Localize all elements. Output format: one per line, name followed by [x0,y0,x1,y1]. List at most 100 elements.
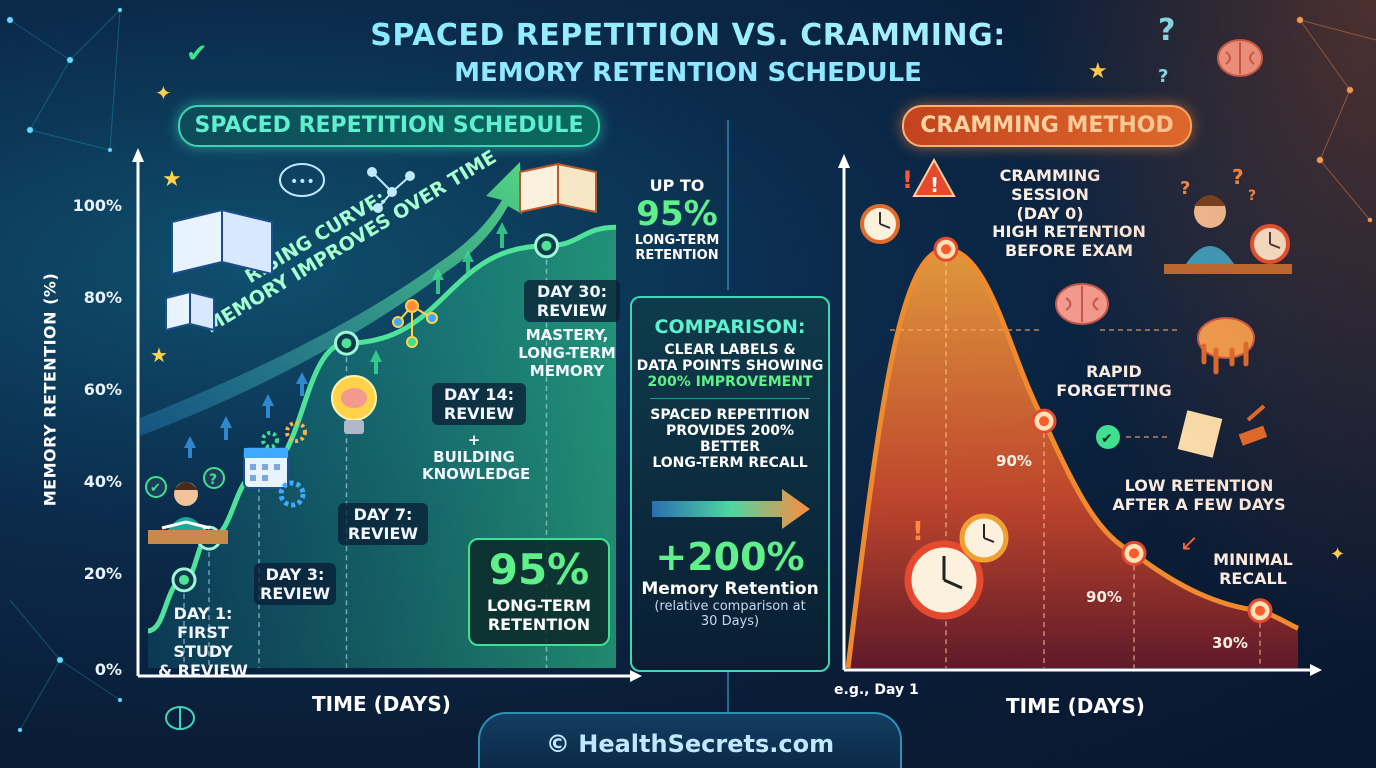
copyright-text: © HealthSecrets.com [545,730,835,758]
day7-label: DAY 7: REVIEW [338,503,428,545]
y-tick-label: 40% [83,472,122,491]
svg-text:!: ! [930,173,939,197]
speech-bubble-icon: ••• [279,163,325,197]
cram-data-point-core [1255,605,1265,616]
question-bubble-icon: ? [203,467,225,489]
low-retention-label: LOW RETENTION AFTER A FEW DAYS [1112,476,1286,514]
comparison-body: BETTER [700,439,760,455]
comparison-line: 200% IMPROVEMENT [647,374,813,390]
paper-pencil-icon [1177,404,1268,458]
warning-icon: ! ! [902,157,956,197]
day1-label: DAY 1: FIRST STUDY & REVIEW [158,604,248,680]
rising-curve-arrow [140,162,522,436]
comparison-arrow [652,489,810,529]
value-label: 90% [996,452,1032,470]
rapid-forgetting-label: RAPID FORGETTING [1056,362,1172,400]
comparison-note: (relative comparison at [654,599,806,614]
up-arrows-decoration [184,372,308,458]
gear-icon [261,421,307,508]
data-point-core [179,574,189,585]
high-retention-label: HIGH RETENTION BEFORE EXAM [992,222,1146,260]
question-icon: ? [1158,13,1175,48]
cramming-session-label: CRAMMING SESSION (DAY 0) [999,166,1101,223]
svg-text:!: ! [902,166,913,194]
svg-text:?: ? [1180,178,1190,199]
question-icon: ? [1158,66,1168,87]
y-tick-label: 20% [83,564,122,583]
spaced-repetition-badge: SPACED REPETITION SCHEDULE [178,105,600,147]
cram-data-point-core [1039,416,1049,427]
svg-text:?: ? [209,472,217,488]
retention-stat-box: 95% LONG-TERM RETENTION [468,538,610,646]
star-icon: ★ [162,167,182,192]
day30-label: DAY 30: REVIEW [524,280,620,322]
day14-label: DAY 14: REVIEW [432,383,526,425]
x-start-label: e.g., Day 1 [834,682,919,698]
svg-text:•••: ••• [290,174,315,190]
cramming-method-badge: CRAMMING METHOD [902,105,1192,147]
star-icon: ★ [150,343,168,367]
comparison-body: SPACED REPETITION [650,407,810,423]
value-label: 30% [1212,634,1248,652]
comparison-body: LONG-TERM RECALL [652,455,808,471]
y-tick-label: 100% [72,196,122,215]
calendar-icon [243,447,289,489]
up-to-95-annotation: UP TO 95% LONG-TERM RETENTION [634,176,720,263]
checkmark-icon: ✔ [186,39,208,69]
building-knowledge-label: + BUILDING KNOWLEDGE [422,431,531,483]
brain-icon [165,706,195,730]
brain-icon [1055,283,1109,325]
open-book-icon [519,162,597,214]
comparison-line: CLEAR LABELS & [664,342,796,358]
network-icon [367,167,415,213]
y-tick-label: 0% [94,660,122,679]
mastery-label: MASTERY, LONG-TERM MEMORY [518,326,616,380]
arrow-icon: ↙ [1180,531,1198,556]
checkmark-icon: ✔ [1096,425,1120,449]
lightbulb-icon [331,375,377,434]
improvement-label: Memory Retention [641,579,819,599]
svg-text:?: ? [1232,165,1244,189]
value-label: 90% [1086,588,1122,606]
cram-data-point-core [941,244,951,255]
open-book-icon [171,208,273,276]
right-x-axis-label: TIME (DAYS) [1006,694,1145,718]
svg-text:?: ? [1248,188,1256,204]
y-tick-label: 60% [83,380,122,399]
brain-icon [1217,39,1263,77]
star-icon: ✦ [155,81,172,105]
checkmark-bubble-icon: ✔ [145,476,167,498]
svg-text:✔: ✔ [150,481,161,496]
minimal-recall-label: MINIMAL RECALL [1213,550,1293,588]
x-axis-label: TIME (DAYS) [312,692,451,716]
clock-icon [860,204,900,244]
comparison-panel: COMPARISON: CLEAR LABELS & DATA POINTS S… [630,296,830,672]
footer-badge: © HealthSecrets.com [478,712,902,768]
alarm-clock-icon: ! [904,513,1009,620]
star-icon: ★ [1088,59,1108,84]
alarm-clock-icon [1250,224,1290,264]
star-icon: ✦ [1330,544,1345,565]
stressed-student-icon: ? ? ? [1164,165,1292,274]
svg-text:✔: ✔ [1101,431,1113,447]
student-studying-icon [148,482,228,544]
svg-text:!: ! [912,517,924,547]
small-book-icon [165,290,215,332]
molecule-icon [392,299,438,348]
comparison-note: 30 Days) [700,614,760,629]
page-title: SPACED REPETITION VS. CRAMMING: [0,18,1376,53]
comparison-heading: COMPARISON: [654,316,806,338]
comparison-line: DATA POINTS SHOWING [636,358,824,374]
melting-brain-icon [1197,317,1255,375]
cram-data-point-core [1129,548,1139,559]
data-point-core [341,338,352,349]
day3-label: DAY 3: REVIEW [254,563,336,605]
data-point-core [541,240,552,251]
comparison-body: PROVIDES 200% [665,423,794,439]
page-subtitle: MEMORY RETENTION SCHEDULE [454,58,922,88]
improvement-value: +200% [655,535,805,579]
